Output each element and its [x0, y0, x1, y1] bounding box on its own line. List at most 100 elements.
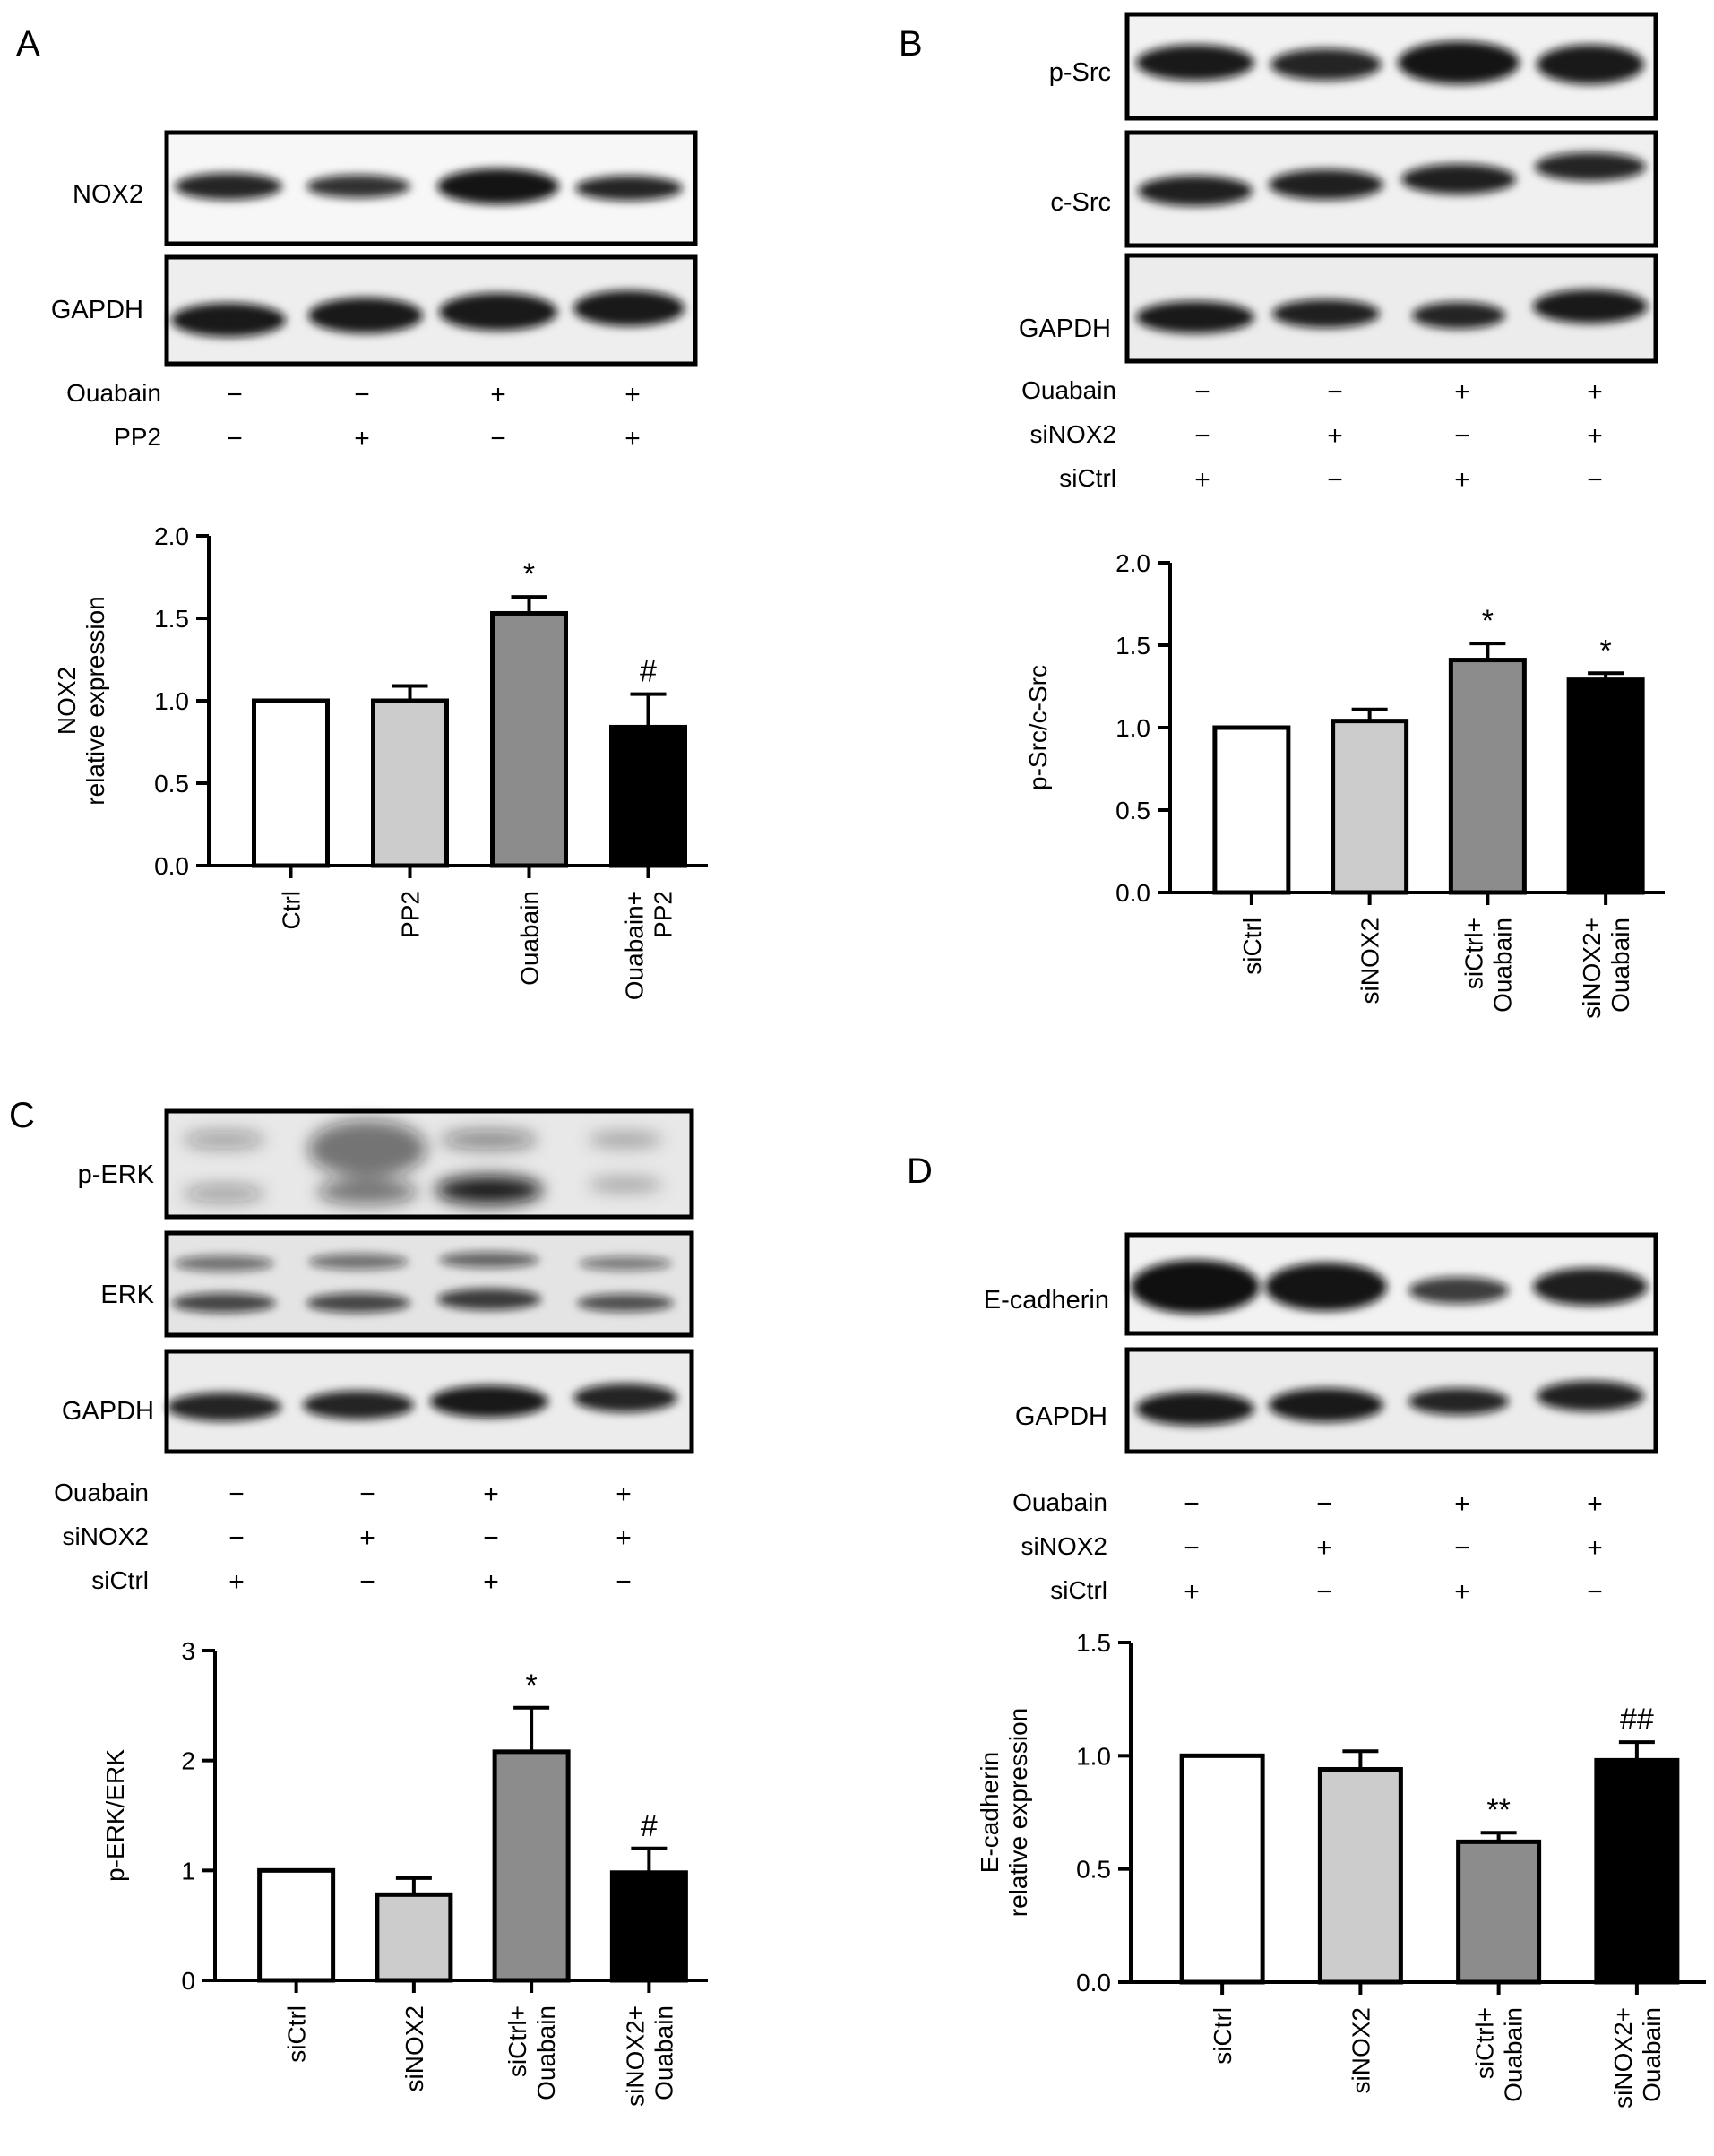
treatment-marks-ouabain: − − + +	[228, 1479, 632, 1509]
treatment-mark: +	[228, 1567, 245, 1597]
blot-bands	[171, 290, 685, 337]
bar	[609, 1870, 688, 1983]
bar	[1212, 725, 1291, 895]
treatment-mark: −	[1184, 1533, 1200, 1563]
treatment-mark: +	[1327, 421, 1343, 451]
treatment-mark: +	[1454, 377, 1470, 407]
treatment-mark: −	[490, 424, 506, 453]
category-label: siNOX2+	[621, 2005, 649, 2107]
treatment-marks-ouabain: − − + +	[1184, 1489, 1603, 1519]
bar	[375, 1892, 453, 1983]
treatment-mark: −	[1194, 377, 1210, 407]
treatment-mark: −	[228, 1523, 245, 1553]
treatment-mark: +	[1184, 1577, 1200, 1607]
condition-label: Ouabain	[54, 1479, 149, 1506]
condition-label: Ouabain	[1021, 376, 1116, 404]
category-label: Ouabain	[650, 2005, 677, 2100]
treatment-mark: −	[228, 1479, 245, 1509]
treatment-mark: −	[1327, 377, 1343, 407]
y-tick-label: 0.5	[1115, 797, 1150, 824]
significance-label: *	[523, 557, 535, 591]
category-label: siCtrl	[1209, 2007, 1236, 2065]
y-tick-label: 1.0	[1115, 714, 1150, 742]
y-axis-title: relative expression	[82, 596, 109, 805]
condition-label: siNOX2	[1030, 420, 1116, 448]
y-tick-label: 2	[181, 1747, 195, 1775]
significance-label: **	[1486, 1793, 1510, 1827]
y-tick-label: 1.0	[1076, 1742, 1111, 1770]
significance-label: #	[641, 1809, 658, 1843]
category-label: siNOX2	[1357, 918, 1384, 1004]
treatment-marks-ouabain: − − + +	[227, 380, 641, 410]
y-tick-label: 3	[181, 1637, 195, 1665]
condition-label: siCtrl	[1050, 1576, 1107, 1604]
treatment-mark: +	[483, 1479, 499, 1509]
panel-a-blots: NOX2 GAPDH Ouabain PP2 − − + + − + − +	[51, 130, 698, 453]
chart-a: 0.0 0.5 1.0 1.5 2.0 NOX2 relative expression Ct…	[53, 522, 708, 1000]
bar	[1317, 1766, 1403, 1985]
treatment-mark: −	[1194, 421, 1210, 451]
chart-d: 0.0 0.5 1.0 1.5 E-cadherin relative expressio…	[976, 1629, 1706, 2109]
condition-label: Ouabain	[1012, 1488, 1107, 1516]
panel-c-blots: p-ERK ERK GAPDH	[54, 1108, 694, 1597]
y-axis-title: relative expression	[1004, 1708, 1032, 1917]
treatment-mark: −	[354, 380, 370, 410]
chart-b: 0.0 0.5 1.0 1.5 2.0 p-Src/c-Src siCtrl siNOX2 * s…	[1024, 549, 1665, 1019]
panel-d-blots: E-cadherin GAPDH Ouabain siNOX2 siCtrl −…	[984, 1232, 1658, 1607]
treatment-mark: −	[616, 1567, 632, 1597]
panel-b-blots: p-Src c-Src GAPDH Ouabain siNOX2 siCtrl …	[1019, 12, 1658, 495]
treatment-mark: +	[1454, 465, 1470, 495]
treatment-mark: −	[1316, 1489, 1332, 1519]
treatment-mark: +	[1587, 377, 1603, 407]
category-label: siCtrl+	[1471, 2007, 1499, 2079]
blot-label: p-Src	[1049, 58, 1111, 87]
treatment-mark: +	[483, 1567, 499, 1597]
treatment-mark: +	[359, 1523, 375, 1553]
bar	[609, 724, 687, 868]
bar	[490, 610, 568, 868]
bar	[1448, 658, 1527, 895]
category-label: Ouabain+	[621, 891, 649, 1000]
treatment-mark: −	[1327, 465, 1343, 495]
condition-label: siNOX2	[63, 1522, 149, 1550]
y-axis-title: NOX2	[53, 667, 81, 735]
category-label: Ouabain	[1638, 2007, 1666, 2102]
y-tick-label: 1.5	[154, 605, 189, 633]
blot-bands	[172, 1252, 674, 1313]
treatment-mark: +	[624, 380, 641, 410]
category-label: siCtrl	[283, 2005, 311, 2063]
treatment-mark: +	[1587, 1489, 1603, 1519]
y-tick-label: 0	[181, 1967, 195, 1995]
treatment-marks-sinox2: − + − +	[228, 1523, 632, 1553]
y-tick-label: 1.0	[154, 687, 189, 715]
treatment-mark: −	[1587, 1577, 1603, 1607]
significance-label: ##	[1620, 1703, 1654, 1737]
condition-label: Ouabain	[66, 379, 161, 407]
category-label: PP2	[650, 891, 677, 938]
bar	[252, 698, 330, 868]
condition-label: siNOX2	[1021, 1532, 1107, 1560]
treatment-mark: +	[1316, 1533, 1332, 1563]
significance-label: *	[1600, 634, 1612, 668]
blot-label: ERK	[100, 1281, 154, 1309]
treatment-mark: +	[1454, 1577, 1470, 1607]
category-label: Ouabain	[1606, 918, 1634, 1013]
category-label: Ouabain	[532, 2005, 560, 2100]
blot-bands	[1131, 1260, 1648, 1314]
y-tick-label: 1.5	[1076, 1629, 1111, 1657]
blot-label: GAPDH	[51, 296, 143, 324]
y-tick-label: 0.0	[154, 852, 189, 880]
blot-label: GAPDH	[1015, 1402, 1107, 1431]
category-label: Ctrl	[278, 891, 306, 930]
bar	[1456, 1839, 1542, 1985]
blot-label: c-Src	[1050, 188, 1111, 217]
treatment-mark: −	[1184, 1489, 1200, 1519]
category-label: Ouabain	[1500, 2007, 1528, 2102]
blot-bands	[1136, 1381, 1644, 1426]
treatment-mark: −	[1587, 465, 1603, 495]
treatment-marks-ouabain: − − + +	[1194, 377, 1603, 407]
y-tick-label: 0.0	[1115, 879, 1150, 907]
treatment-marks-sictrl: + − + −	[228, 1567, 632, 1597]
y-tick-label: 2.0	[154, 522, 189, 550]
